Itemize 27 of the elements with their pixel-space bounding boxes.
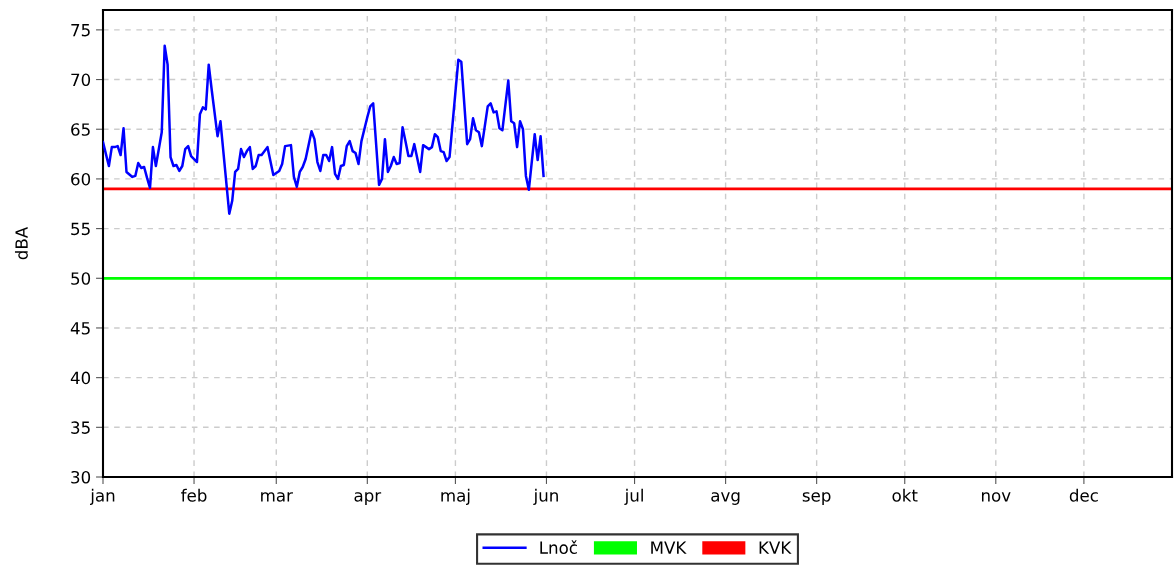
x-tick-label: jun [533, 488, 558, 505]
y-tick-label: 70 [71, 73, 91, 87]
x-tick-label: okt [892, 488, 918, 502]
x-tick-label: mar [261, 492, 293, 502]
x-tick-label: maj [441, 488, 470, 505]
y-tick-label: 35 [71, 421, 90, 434]
x-tick-label: jul [624, 488, 643, 505]
x-tick-label: sep [802, 492, 831, 505]
x-tick-label: avg [711, 492, 740, 505]
legend-label: MVK [651, 541, 687, 554]
legend-label: Lnoč [540, 540, 577, 554]
x-tick-label: feb [181, 488, 207, 502]
y-axis-title: dBA [14, 226, 28, 260]
y-tick-label: 60 [71, 172, 91, 186]
y-tick-label: 55 [71, 222, 90, 236]
x-tick-label: jan [89, 488, 115, 505]
x-tick-label: dec [1069, 488, 1098, 502]
y-tick-label: 75 [71, 24, 90, 37]
y-tick-label: 65 [71, 123, 90, 136]
y-tick-label: 30 [71, 470, 91, 484]
legend-label: KVK [759, 541, 792, 554]
x-tick-label: apr [354, 492, 382, 505]
x-tick-label: nov [981, 492, 1011, 502]
y-tick-label: 45 [70, 322, 90, 335]
line-series [103, 44, 545, 215]
y-tick-label: 50 [71, 272, 91, 285]
y-tick-label: 40 [70, 371, 91, 385]
